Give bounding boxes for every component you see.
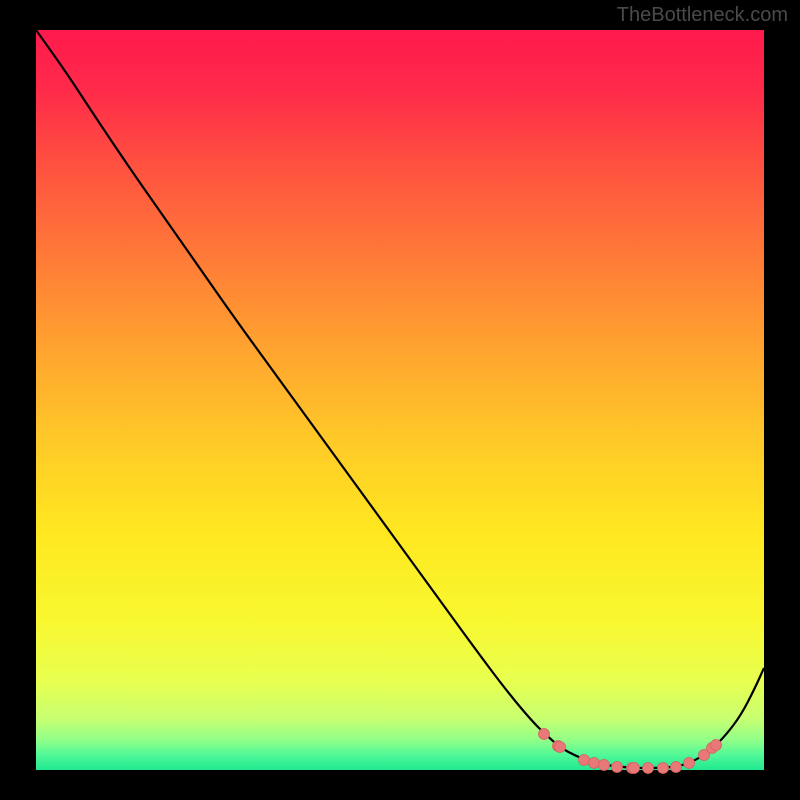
curve-marker <box>579 755 590 766</box>
curve-marker <box>589 758 600 769</box>
bottleneck-curve <box>36 30 764 768</box>
watermark-text: TheBottleneck.com <box>617 4 788 27</box>
curve-marker <box>599 760 610 771</box>
curve-marker <box>671 762 682 773</box>
chart-area <box>36 30 764 770</box>
curve-marker <box>539 729 550 740</box>
curve-marker <box>555 742 566 753</box>
curve-marker <box>629 763 640 774</box>
curve-marker <box>684 758 695 769</box>
curve-marker <box>658 763 669 774</box>
curve-marker <box>711 740 722 751</box>
curve-marker <box>643 763 654 774</box>
curve-marker <box>612 762 623 773</box>
curve-layer <box>36 30 764 770</box>
